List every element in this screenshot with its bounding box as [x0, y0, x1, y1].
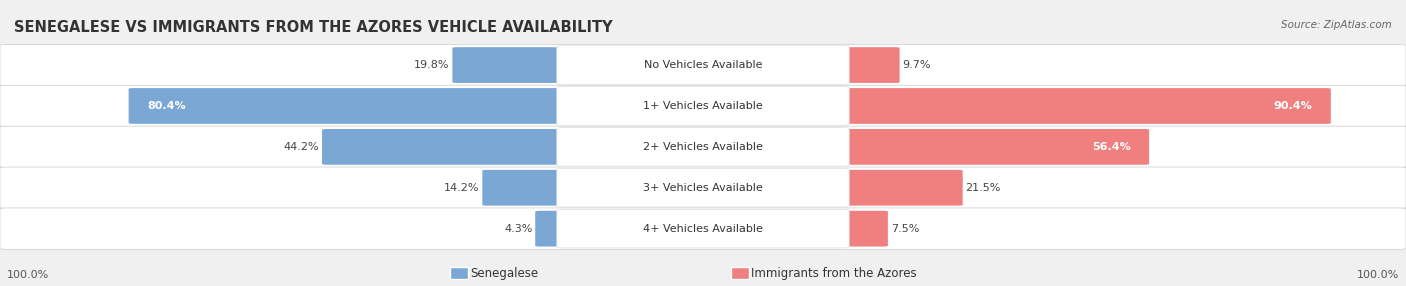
Text: 80.4%: 80.4% — [146, 101, 186, 111]
Text: 4+ Vehicles Available: 4+ Vehicles Available — [643, 224, 763, 234]
Text: Source: ZipAtlas.com: Source: ZipAtlas.com — [1281, 20, 1392, 30]
Text: Immigrants from the Azores: Immigrants from the Azores — [751, 267, 917, 280]
Text: 56.4%: 56.4% — [1092, 142, 1130, 152]
Text: 2+ Vehicles Available: 2+ Vehicles Available — [643, 142, 763, 152]
FancyBboxPatch shape — [453, 47, 567, 83]
FancyBboxPatch shape — [482, 170, 567, 206]
Text: 7.5%: 7.5% — [890, 224, 920, 234]
FancyBboxPatch shape — [0, 167, 1406, 208]
FancyBboxPatch shape — [839, 88, 1331, 124]
FancyBboxPatch shape — [557, 87, 849, 125]
Text: Senegalese: Senegalese — [470, 267, 538, 280]
Text: 100.0%: 100.0% — [7, 270, 49, 280]
FancyBboxPatch shape — [450, 267, 468, 279]
Text: 90.4%: 90.4% — [1274, 101, 1313, 111]
FancyBboxPatch shape — [839, 170, 963, 206]
Text: 21.5%: 21.5% — [966, 183, 1001, 193]
FancyBboxPatch shape — [0, 126, 1406, 168]
FancyBboxPatch shape — [557, 168, 849, 207]
FancyBboxPatch shape — [536, 211, 567, 247]
FancyBboxPatch shape — [0, 44, 1406, 86]
FancyBboxPatch shape — [839, 47, 900, 83]
Text: 9.7%: 9.7% — [903, 60, 931, 70]
Text: 3+ Vehicles Available: 3+ Vehicles Available — [643, 183, 763, 193]
Text: 100.0%: 100.0% — [1357, 270, 1399, 280]
Text: 44.2%: 44.2% — [284, 142, 319, 152]
FancyBboxPatch shape — [557, 46, 849, 84]
FancyBboxPatch shape — [839, 129, 1149, 165]
FancyBboxPatch shape — [731, 267, 749, 279]
FancyBboxPatch shape — [0, 208, 1406, 249]
Text: 1+ Vehicles Available: 1+ Vehicles Available — [643, 101, 763, 111]
FancyBboxPatch shape — [0, 85, 1406, 127]
Text: 4.3%: 4.3% — [503, 224, 533, 234]
FancyBboxPatch shape — [839, 211, 887, 247]
FancyBboxPatch shape — [557, 209, 849, 248]
Text: No Vehicles Available: No Vehicles Available — [644, 60, 762, 70]
Text: SENEGALESE VS IMMIGRANTS FROM THE AZORES VEHICLE AVAILABILITY: SENEGALESE VS IMMIGRANTS FROM THE AZORES… — [14, 20, 613, 35]
Text: 19.8%: 19.8% — [415, 60, 450, 70]
FancyBboxPatch shape — [557, 128, 849, 166]
FancyBboxPatch shape — [322, 129, 567, 165]
FancyBboxPatch shape — [128, 88, 567, 124]
Text: 14.2%: 14.2% — [444, 183, 479, 193]
